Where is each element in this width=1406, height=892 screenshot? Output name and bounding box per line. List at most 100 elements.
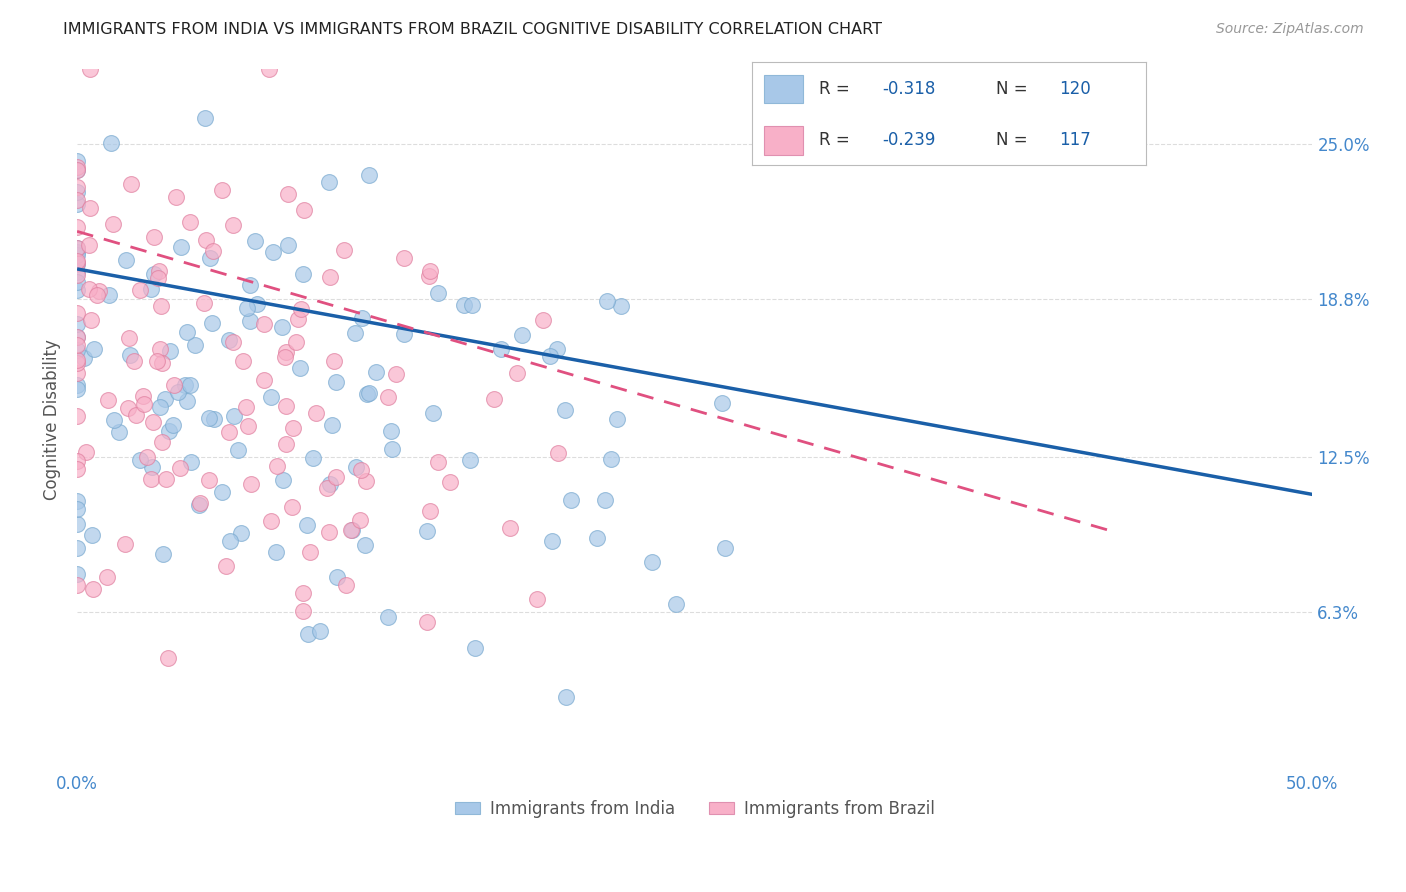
Point [538, 350, 561, 364]
Point [120, 348, 142, 362]
Point [148, 342, 170, 356]
Point [66, 219, 89, 234]
Point [66, 462, 89, 476]
Point [66, 502, 89, 516]
Point [115, 252, 138, 267]
Point [148, 264, 170, 278]
Point [193, 295, 215, 310]
Point [66, 257, 89, 271]
Point [66, 366, 89, 380]
Point [357, 386, 380, 401]
Point [526, 592, 548, 607]
Point [142, 230, 165, 244]
Point [165, 190, 187, 204]
Point [239, 278, 262, 293]
Text: 117: 117 [1059, 131, 1091, 149]
Point [83, 342, 105, 356]
Point [335, 578, 357, 592]
Point [354, 474, 377, 488]
Point [316, 481, 339, 495]
Point [415, 524, 437, 539]
Point [356, 386, 378, 401]
Point [202, 412, 225, 426]
Point [215, 558, 238, 573]
Point [460, 453, 482, 467]
Point [66, 275, 89, 289]
Point [512, 328, 534, 343]
Point [139, 282, 162, 296]
Point [201, 317, 224, 331]
Text: -0.239: -0.239 [882, 131, 935, 149]
Point [287, 311, 309, 326]
Point [318, 525, 340, 540]
Point [66, 330, 89, 344]
Point [340, 523, 363, 537]
Point [229, 526, 252, 541]
Point [499, 521, 522, 535]
Point [66, 330, 89, 344]
Point [554, 690, 576, 705]
Point [344, 459, 367, 474]
Point [152, 356, 174, 370]
Point [135, 450, 157, 464]
Point [318, 175, 340, 189]
Point [141, 459, 163, 474]
Point [439, 475, 461, 490]
Point [66, 382, 89, 396]
Point [283, 421, 305, 435]
Point [350, 463, 373, 477]
Point [305, 406, 328, 420]
Point [297, 627, 319, 641]
Point [179, 378, 201, 392]
Point [219, 534, 242, 549]
Point [66, 241, 89, 255]
Point [665, 597, 688, 611]
Point [236, 301, 259, 315]
Point [610, 299, 633, 313]
Point [384, 368, 406, 382]
Point [271, 473, 294, 487]
Point [292, 604, 315, 618]
Point [201, 244, 224, 258]
Point [257, 62, 280, 76]
Point [122, 354, 145, 368]
Point [453, 298, 475, 312]
Point [482, 392, 505, 407]
Point [176, 394, 198, 409]
Point [531, 313, 554, 327]
Point [77, 282, 100, 296]
Point [711, 396, 734, 410]
Point [226, 443, 249, 458]
Point [292, 586, 315, 600]
Point [295, 518, 318, 533]
Point [218, 425, 240, 439]
Point [394, 326, 416, 341]
Point [380, 424, 402, 438]
Point [546, 342, 568, 356]
Point [66, 268, 89, 282]
Point [155, 471, 177, 485]
Point [80, 313, 103, 327]
Point [66, 186, 89, 200]
Point [128, 453, 150, 467]
Text: N =: N = [997, 80, 1033, 98]
Point [188, 498, 211, 512]
Point [66, 245, 89, 260]
Point [239, 314, 262, 328]
Text: Source: ZipAtlas.com: Source: ZipAtlas.com [1216, 22, 1364, 37]
Point [120, 178, 142, 192]
Point [132, 397, 155, 411]
Point [419, 504, 441, 518]
Point [292, 202, 315, 217]
Point [243, 234, 266, 248]
Point [66, 453, 89, 467]
Point [240, 477, 263, 491]
Point [184, 338, 207, 352]
Point [66, 578, 89, 592]
Point [253, 317, 276, 331]
Point [260, 514, 283, 528]
Point [547, 446, 569, 460]
Point [506, 366, 529, 380]
Point [66, 541, 89, 555]
Point [292, 268, 315, 282]
